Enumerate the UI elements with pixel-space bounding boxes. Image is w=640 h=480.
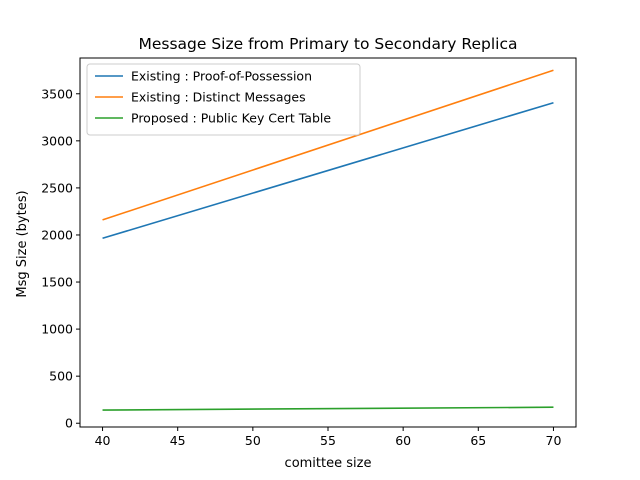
chart-title: Message Size from Primary to Secondary R…: [138, 35, 517, 53]
x-tick-label: 65: [470, 433, 486, 448]
x-tick-label: 40: [95, 433, 111, 448]
x-axis-label: comittee size: [285, 456, 372, 471]
y-tick-label: 3500: [41, 86, 73, 101]
series-line-2: [102, 69, 554, 221]
plot-frame: [79, 57, 577, 428]
y-tick-label: 500: [49, 369, 73, 384]
x-tick-label: 45: [170, 433, 186, 448]
x-tick-label: 70: [546, 433, 562, 448]
series-line-3: [102, 406, 554, 411]
x-axis-ticks: 40 45 50 55 60 65 70: [95, 427, 562, 448]
y-tick-label: 1000: [41, 322, 73, 337]
y-tick-label: 1500: [41, 275, 73, 290]
series-line-1: [102, 101, 554, 240]
legend-box: [86, 63, 361, 136]
series-layer: [102, 69, 554, 411]
x-tick-label: 60: [395, 433, 411, 448]
y-tick-label: 2000: [41, 227, 73, 242]
legend-label-3: Proposed : Public Key Cert Table: [131, 111, 331, 126]
x-tick-label: 55: [320, 433, 336, 448]
legend: Existing : Proof-of-Possession Existing :…: [86, 63, 361, 136]
legend-label-1: Existing : Proof-of-Possession: [131, 69, 312, 84]
y-tick-label: 3000: [41, 133, 73, 148]
y-axis-ticks: 0 500 1000 1500 2000 2500 3000 3500: [41, 86, 80, 431]
legend-label-2: Existing : Distinct Messages: [131, 90, 306, 105]
y-axis-label: Msg Size (bytes): [15, 190, 30, 297]
y-tick-label: 0: [65, 416, 73, 431]
x-tick-label: 50: [245, 433, 261, 448]
y-tick-label: 2500: [41, 180, 73, 195]
